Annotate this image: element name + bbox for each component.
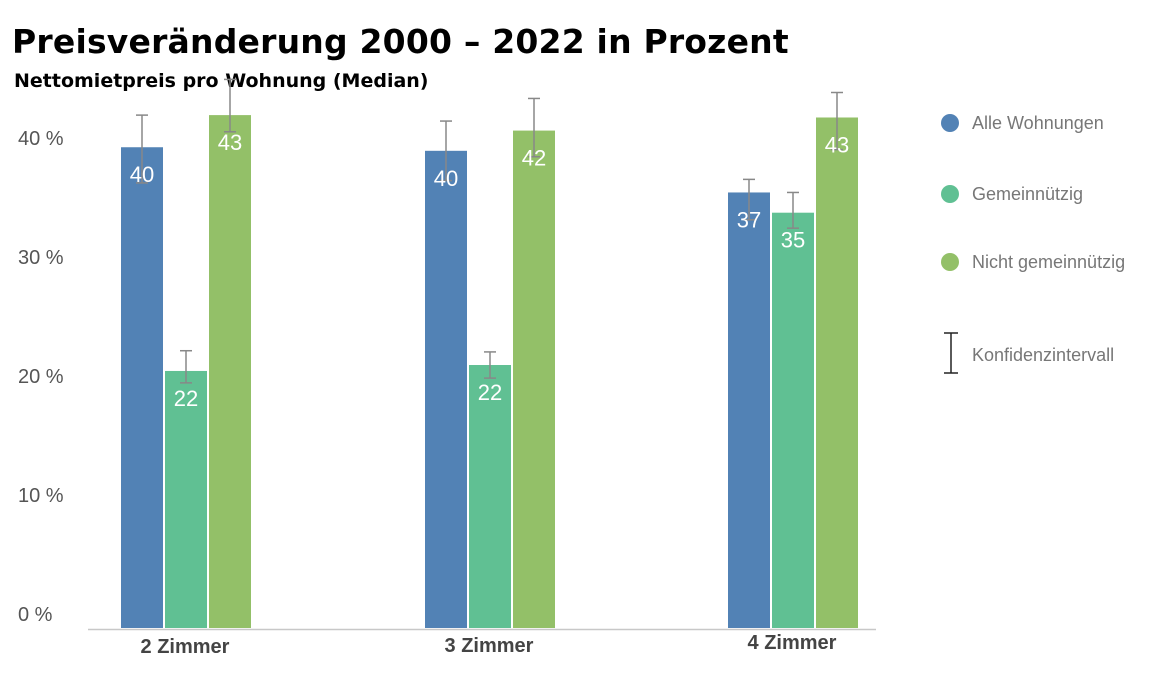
- legend-label: Nicht gemeinnützig: [972, 252, 1125, 272]
- bar: [816, 117, 858, 629]
- y-tick-label: 10 %: [18, 485, 64, 507]
- data-label: 22: [174, 386, 198, 411]
- bars: [121, 115, 858, 629]
- chart-title: Preisveränderung 2000 – 2022 in Prozent: [12, 22, 789, 61]
- ci-legend-label: Konfidenzintervall: [972, 345, 1114, 365]
- data-label: 42: [522, 146, 546, 171]
- legend-label: Gemeinnützig: [972, 184, 1083, 204]
- y-tick-label: 0 %: [18, 604, 53, 626]
- legend-marker: [941, 114, 959, 132]
- data-label: 43: [825, 132, 849, 157]
- data-label: 37: [737, 207, 761, 232]
- bar: [425, 150, 467, 628]
- confidence-intervals: [136, 78, 843, 384]
- axes: 0 % 10 % 20 % 30 % 40 % 2 Zimmer 3 Zimmer 4 Zim…: [18, 128, 876, 658]
- bar: [513, 130, 555, 628]
- data-label: 22: [478, 380, 502, 405]
- bar: [728, 192, 770, 628]
- x-category-label: 3 Zimmer: [445, 635, 534, 657]
- data-label: 40: [434, 166, 458, 191]
- y-tick-label: 20 %: [18, 366, 64, 388]
- bar: [165, 370, 207, 628]
- bar: [772, 212, 814, 628]
- legend-marker: [941, 185, 959, 203]
- bar: [209, 115, 251, 629]
- data-label: 43: [218, 130, 242, 155]
- bar: [121, 147, 163, 629]
- legend-marker: [941, 253, 959, 271]
- data-label: 40: [130, 162, 154, 187]
- legend-label: Alle Wohnungen: [972, 113, 1104, 133]
- legend: Alle Wohnungen Gemeinnützig Nicht gemeinnü…: [941, 113, 1125, 374]
- x-category-label: 2 Zimmer: [141, 636, 230, 658]
- chart-subtitle: Nettomietpreis pro Wohnung (Median): [14, 70, 429, 92]
- x-category-label: 4 Zimmer: [748, 632, 837, 654]
- data-labels: 40 40 37 22 22 35 43 42 43: [130, 130, 849, 411]
- y-tick-label: 40 %: [18, 128, 64, 150]
- data-label: 35: [781, 228, 805, 253]
- y-tick-label: 30 %: [18, 247, 64, 269]
- bar: [469, 365, 511, 628]
